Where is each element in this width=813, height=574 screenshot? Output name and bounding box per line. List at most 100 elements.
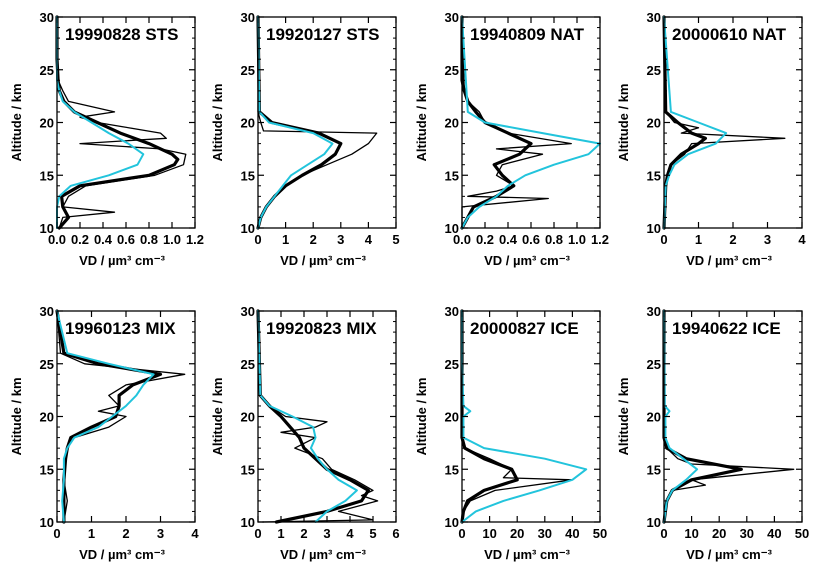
x-tick-label: 50	[593, 526, 607, 541]
x-axis-label: VD / µm³ cm⁻³	[484, 547, 571, 562]
series-thin-black	[257, 310, 379, 523]
x-tick-label: 3	[337, 232, 344, 247]
x-tick-label: 3	[764, 232, 771, 247]
x-tick-label: 40	[767, 526, 781, 541]
x-tick-label: 40	[565, 526, 579, 541]
panel-5: 10 15 20 25 30 0 1 2 3 4 19960123 MIX Altitude / km…	[9, 304, 199, 562]
y-tick-label: 25	[241, 63, 255, 78]
panel-4: 10 15 20 25 30 0 1 2 3 4 20000610 NAT Altitude / km…	[616, 10, 806, 268]
x-tick-label: 4	[346, 526, 354, 541]
x-tick-label: 0.4	[499, 232, 518, 247]
x-tick-label: 1.0	[163, 232, 181, 247]
x-tick-label: 3	[323, 526, 330, 541]
y-tick-label: 20	[40, 116, 54, 131]
y-tick-label: 15	[241, 168, 255, 183]
x-tick-label: 2	[310, 232, 317, 247]
series-cyan	[663, 16, 728, 229]
y-axis-label: Altitude / km	[210, 83, 225, 161]
y-tick-label: 30	[40, 304, 54, 319]
x-tick-label: 2	[729, 232, 736, 247]
panel-2: 10 15 20 25 30 0 1 2 3 4 5 19920127 STS Altitude / k…	[210, 10, 400, 268]
panel-1: 10 15 20 25 30 0.0 0.2 0.4 0.6 0.8 1.0 1.2 19990828 …	[9, 10, 204, 268]
y-tick-label: 25	[445, 63, 459, 78]
x-axis-label: VD / µm³ cm⁻³	[686, 253, 773, 268]
series-thin-black	[56, 310, 186, 523]
plot-frame	[663, 310, 803, 523]
x-tick-label: 3	[157, 526, 164, 541]
series-thin-black	[56, 16, 187, 229]
x-tick-label: 30	[740, 526, 754, 541]
panel-6: 10 15 20 25 30 0 1 2 3 4 5 6 19920823 MIX Altitude / …	[210, 304, 400, 562]
y-tick-label: 10	[241, 515, 255, 530]
x-tick-label: 30	[538, 526, 552, 541]
x-tick-label: 0.4	[94, 232, 113, 247]
y-axis-label: Altitude / km	[9, 83, 24, 161]
series-thin-black	[663, 310, 795, 523]
y-tick-label: 20	[647, 410, 661, 425]
y-axis-label: Altitude / km	[616, 83, 631, 161]
panel-title: 19920823 MIX	[266, 319, 377, 338]
y-tick-label: 30	[647, 10, 661, 25]
x-tick-label: 0	[254, 232, 261, 247]
x-axis-label: VD / µm³ cm⁻³	[484, 253, 571, 268]
series-cyan	[461, 310, 588, 523]
x-axis-label: VD / µm³ cm⁻³	[79, 547, 166, 562]
x-tick-label: 10	[482, 526, 496, 541]
x-tick-label: 0.2	[71, 232, 89, 247]
y-tick-label: 25	[40, 357, 54, 372]
y-tick-label: 20	[241, 410, 255, 425]
y-tick-label: 20	[445, 410, 459, 425]
y-tick-label: 30	[40, 10, 54, 25]
x-tick-label: 20	[510, 526, 524, 541]
y-tick-label: 30	[445, 10, 459, 25]
x-tick-label: 0	[53, 526, 60, 541]
x-tick-label: 1.2	[591, 232, 609, 247]
x-tick-label: 1	[695, 232, 702, 247]
y-tick-label: 25	[40, 63, 54, 78]
y-tick-label: 25	[647, 357, 661, 372]
y-axis-label: Altitude / km	[414, 377, 429, 455]
y-axis-label: Altitude / km	[616, 377, 631, 455]
panel-title: 19940622 ICE	[672, 319, 781, 338]
x-tick-label: 0.2	[476, 232, 494, 247]
x-tick-label: 0.8	[545, 232, 563, 247]
y-tick-label: 25	[647, 63, 661, 78]
x-tick-label: 1.0	[568, 232, 586, 247]
x-tick-label: 1	[282, 232, 289, 247]
y-tick-label: 15	[445, 462, 459, 477]
series-cyan	[257, 310, 358, 523]
series-cyan	[461, 16, 601, 229]
series-thick-black	[55, 309, 163, 524]
y-tick-label: 20	[445, 116, 459, 131]
y-tick-label: 30	[241, 304, 255, 319]
series-thin-black	[663, 16, 786, 229]
y-tick-label: 30	[647, 304, 661, 319]
x-tick-label: 1	[88, 526, 95, 541]
y-tick-label: 15	[241, 462, 255, 477]
y-tick-label: 25	[445, 357, 459, 372]
series-thin-black	[461, 310, 574, 523]
y-tick-label: 30	[241, 10, 255, 25]
series-thick-black	[460, 309, 519, 524]
y-tick-label: 30	[445, 304, 459, 319]
x-tick-label: 1.2	[186, 232, 204, 247]
y-tick-label: 15	[40, 168, 54, 183]
x-tick-label: 1	[277, 526, 284, 541]
y-tick-label: 10	[647, 221, 661, 236]
y-tick-label: 20	[40, 410, 54, 425]
y-tick-label: 15	[647, 462, 661, 477]
series-thick-black	[256, 309, 370, 524]
x-tick-label: 0	[254, 526, 261, 541]
panel-title: 19920127 STS	[266, 25, 379, 44]
x-tick-label: 0.0	[453, 232, 471, 247]
y-tick-label: 10	[445, 221, 459, 236]
y-tick-label: 15	[40, 462, 54, 477]
x-tick-label: 4	[798, 232, 806, 247]
panel-title: 20000827 ICE	[470, 319, 579, 338]
y-axis-label: Altitude / km	[9, 377, 24, 455]
y-tick-label: 25	[241, 357, 255, 372]
x-axis-label: VD / µm³ cm⁻³	[79, 253, 166, 268]
